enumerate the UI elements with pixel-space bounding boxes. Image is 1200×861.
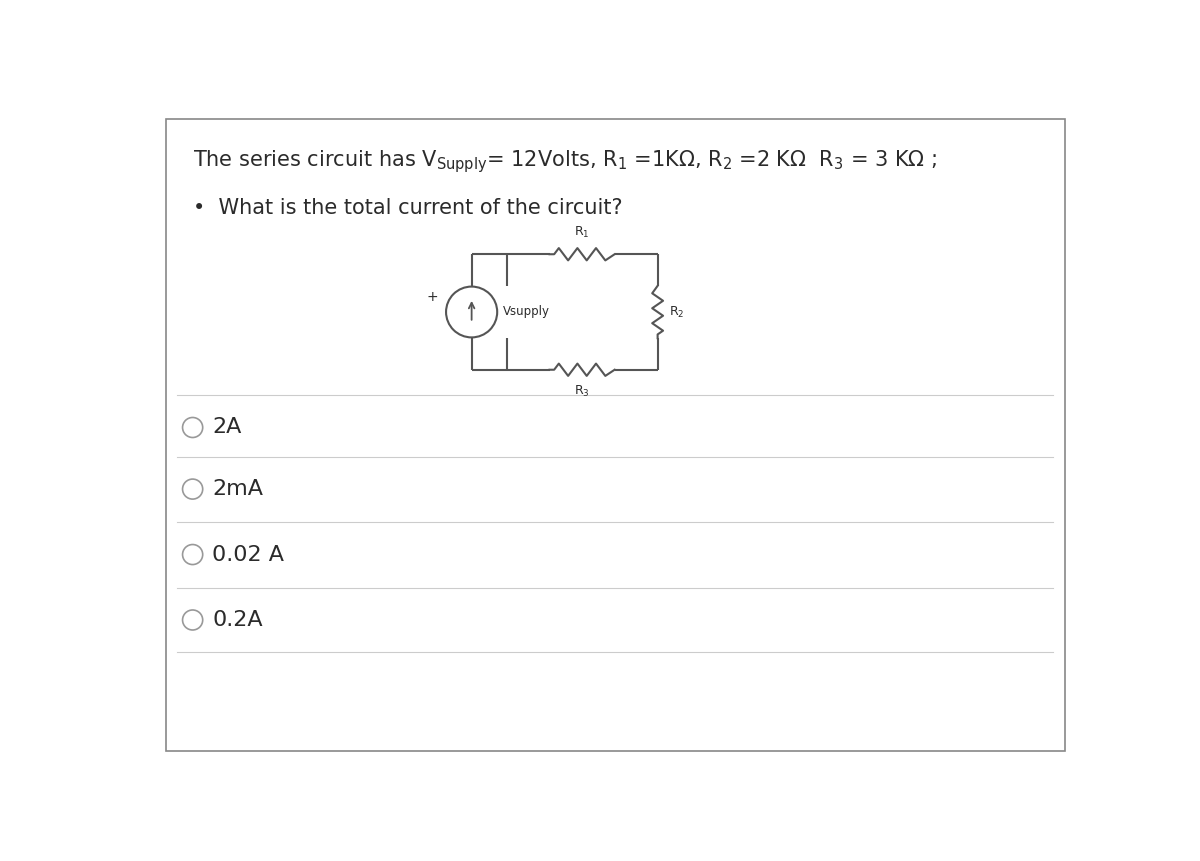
Text: •  What is the total current of the circuit?: • What is the total current of the circu…: [193, 198, 623, 218]
Circle shape: [182, 479, 203, 499]
Text: $\mathregular{R_2}$: $\mathregular{R_2}$: [670, 305, 685, 319]
FancyBboxPatch shape: [166, 120, 1064, 751]
Text: 0.02 A: 0.02 A: [212, 544, 284, 565]
Circle shape: [446, 287, 497, 338]
Text: 0.2A: 0.2A: [212, 610, 263, 630]
Text: 2A: 2A: [212, 418, 241, 437]
Text: Vsupply: Vsupply: [503, 306, 550, 319]
Text: $\mathregular{R_1}$: $\mathregular{R_1}$: [575, 225, 590, 239]
Circle shape: [182, 418, 203, 437]
Text: $\mathregular{R_3}$: $\mathregular{R_3}$: [575, 384, 590, 400]
Circle shape: [182, 610, 203, 630]
Text: +: +: [427, 290, 438, 304]
Circle shape: [182, 544, 203, 565]
Text: 2mA: 2mA: [212, 479, 263, 499]
Text: The series circuit has $\mathregular{V}_{\mathregular{Supply}}$= 12Volts, $\math: The series circuit has $\mathregular{V}_…: [193, 148, 937, 176]
